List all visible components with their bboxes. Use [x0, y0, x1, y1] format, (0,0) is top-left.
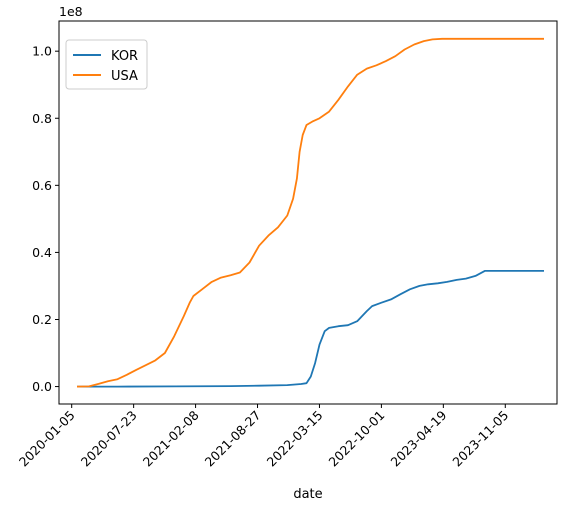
legend-label-usa: USA [111, 69, 138, 84]
legend-label-kor: KOR [111, 49, 138, 64]
series-line-kor [77, 269, 544, 388]
series-line-usa [76, 37, 544, 388]
y-tick-label: 0.0 [32, 379, 52, 394]
y-tick-label: 0.2 [32, 312, 52, 327]
x-axis-label: date [293, 487, 322, 502]
legend-box [65, 39, 148, 90]
y-tick-label: 0.6 [32, 178, 52, 193]
axes-frame [58, 20, 558, 405]
y-tick-label: 1.0 [32, 44, 52, 59]
series-layer [76, 37, 544, 388]
legend: KOR USA [65, 39, 148, 90]
y-axis-offset-label: 1e8 [59, 4, 83, 19]
y-tick-label: 0.8 [32, 111, 52, 126]
axes [58, 20, 558, 405]
y-axis-ticks: 0.0 0.2 0.4 0.6 0.8 1.0 [32, 44, 59, 394]
y-tick-label: 0.4 [32, 245, 52, 260]
